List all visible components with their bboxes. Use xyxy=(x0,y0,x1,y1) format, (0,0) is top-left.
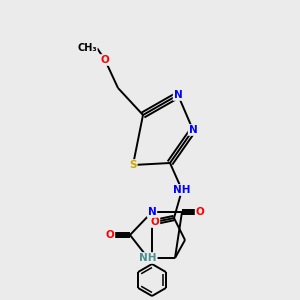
Text: CH₃: CH₃ xyxy=(77,43,97,53)
Text: O: O xyxy=(196,207,204,217)
Text: NH: NH xyxy=(173,185,191,195)
Text: N: N xyxy=(174,90,182,100)
Text: NH: NH xyxy=(139,253,157,263)
Text: N: N xyxy=(148,207,156,217)
Text: O: O xyxy=(100,55,109,65)
Text: N: N xyxy=(189,125,197,135)
Text: O: O xyxy=(106,230,114,240)
Text: S: S xyxy=(129,160,137,170)
Text: O: O xyxy=(151,217,159,227)
